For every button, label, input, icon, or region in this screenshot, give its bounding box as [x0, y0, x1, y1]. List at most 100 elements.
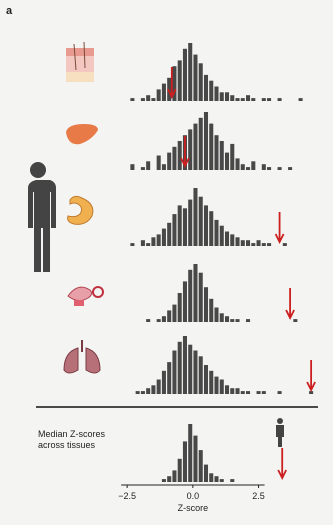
histogram-bar [162, 84, 166, 101]
histogram-bar [241, 98, 245, 101]
histogram-bar [278, 167, 282, 170]
histogram-bar [183, 49, 187, 101]
histogram-bar [230, 234, 234, 246]
histogram-bar [172, 305, 176, 322]
histogram-bar [230, 95, 234, 101]
histogram-bar [262, 243, 266, 246]
histogram-bar [193, 436, 197, 482]
histogram-bar [299, 98, 303, 101]
histogram-bar [151, 385, 155, 394]
histogram-bar [257, 391, 261, 394]
histogram-bar [246, 391, 250, 394]
histogram-bar [209, 211, 213, 246]
histogram-bar [225, 385, 229, 394]
histogram-bar [214, 135, 218, 170]
histogram-bar [130, 243, 134, 246]
histogram-bar [230, 144, 234, 170]
histogram-bar [172, 147, 176, 170]
histogram-bar [162, 229, 166, 246]
histogram-bar [162, 371, 166, 394]
histogram-bar [136, 391, 140, 394]
histogram-bar [157, 89, 161, 101]
histogram-bar [193, 124, 197, 170]
histogram-bar [262, 98, 266, 101]
histogram-bar [204, 287, 208, 322]
histogram-bar [199, 450, 203, 482]
histogram-bar [214, 476, 218, 482]
histogram-bar [267, 167, 271, 170]
x-tick-label: −2.5 [118, 491, 136, 501]
histogram-bar [209, 81, 213, 101]
histogram-bar [188, 43, 192, 101]
histogram-bar [199, 273, 203, 322]
histogram-bar [178, 205, 182, 246]
histogram-bar [204, 465, 208, 482]
histogram-bar [209, 299, 213, 322]
histogram-bar [225, 92, 229, 101]
histogram-bar [267, 98, 271, 101]
histogram-bar [146, 243, 150, 246]
histogram-bar [141, 167, 145, 170]
histogram-bar [220, 226, 224, 246]
panel-label: a [6, 5, 13, 17]
histogram-bar [241, 240, 245, 246]
histogram-bar [199, 118, 203, 170]
histogram-bar [235, 388, 239, 394]
histogram-bar [220, 141, 224, 170]
histogram-bar [278, 391, 282, 394]
histogram-bar [225, 153, 229, 170]
histogram-bar [183, 208, 187, 246]
histogram-bar [204, 112, 208, 170]
histogram-bar [278, 98, 282, 101]
histogram-bar [209, 371, 213, 394]
histogram-bar [167, 310, 171, 322]
histogram-bar [167, 223, 171, 246]
histogram-bar [241, 391, 245, 394]
histogram-bar [188, 200, 192, 246]
histogram-bar [251, 98, 255, 101]
x-tick-label: 2.5 [252, 491, 265, 501]
histogram-bar [193, 264, 197, 322]
histogram-bar [172, 351, 176, 395]
histogram-bar [167, 362, 171, 394]
histogram-bar [183, 441, 187, 482]
histogram-bar [209, 473, 213, 482]
histogram-bar [130, 164, 134, 170]
histogram-bar [262, 164, 266, 170]
histogram-bar [267, 243, 271, 246]
histogram-bar [178, 60, 182, 101]
histogram-bar [162, 316, 166, 322]
histogram-bar [193, 188, 197, 246]
histogram-bar [178, 342, 182, 394]
histogram-bar [167, 153, 171, 170]
histogram-bar [183, 336, 187, 394]
histogram-bar [193, 351, 197, 395]
histogram-bar [214, 308, 218, 323]
histogram-bar [188, 345, 192, 394]
histogram-bar [199, 63, 203, 101]
histogram-bar [209, 124, 213, 170]
figure: a Median Z-scoresacross tissues−2.50.02.… [0, 0, 333, 520]
histogram-bar [172, 214, 176, 246]
histogram-bar [251, 161, 255, 170]
histogram-bar [188, 129, 192, 170]
histogram-bar [167, 476, 171, 482]
histogram-bar [188, 424, 192, 482]
histogram-bar [172, 470, 176, 482]
histogram-bar [288, 167, 292, 170]
histogram-bar [230, 319, 234, 322]
x-tick-label: 0.0 [187, 491, 200, 501]
histogram-bar [146, 161, 150, 170]
histogram-bar [235, 98, 239, 101]
histogram-bar [220, 479, 224, 482]
histogram-bar [225, 316, 229, 322]
histogram-bar [220, 92, 224, 101]
histogram-bar [235, 237, 239, 246]
histogram-bar [157, 234, 161, 246]
histogram-bar [230, 388, 234, 394]
x-axis-label: Z-score [178, 503, 209, 513]
histogram-bar [193, 55, 197, 101]
histogram-bar [141, 240, 145, 246]
histogram-bar [162, 164, 166, 170]
histogram-bar [157, 380, 161, 395]
